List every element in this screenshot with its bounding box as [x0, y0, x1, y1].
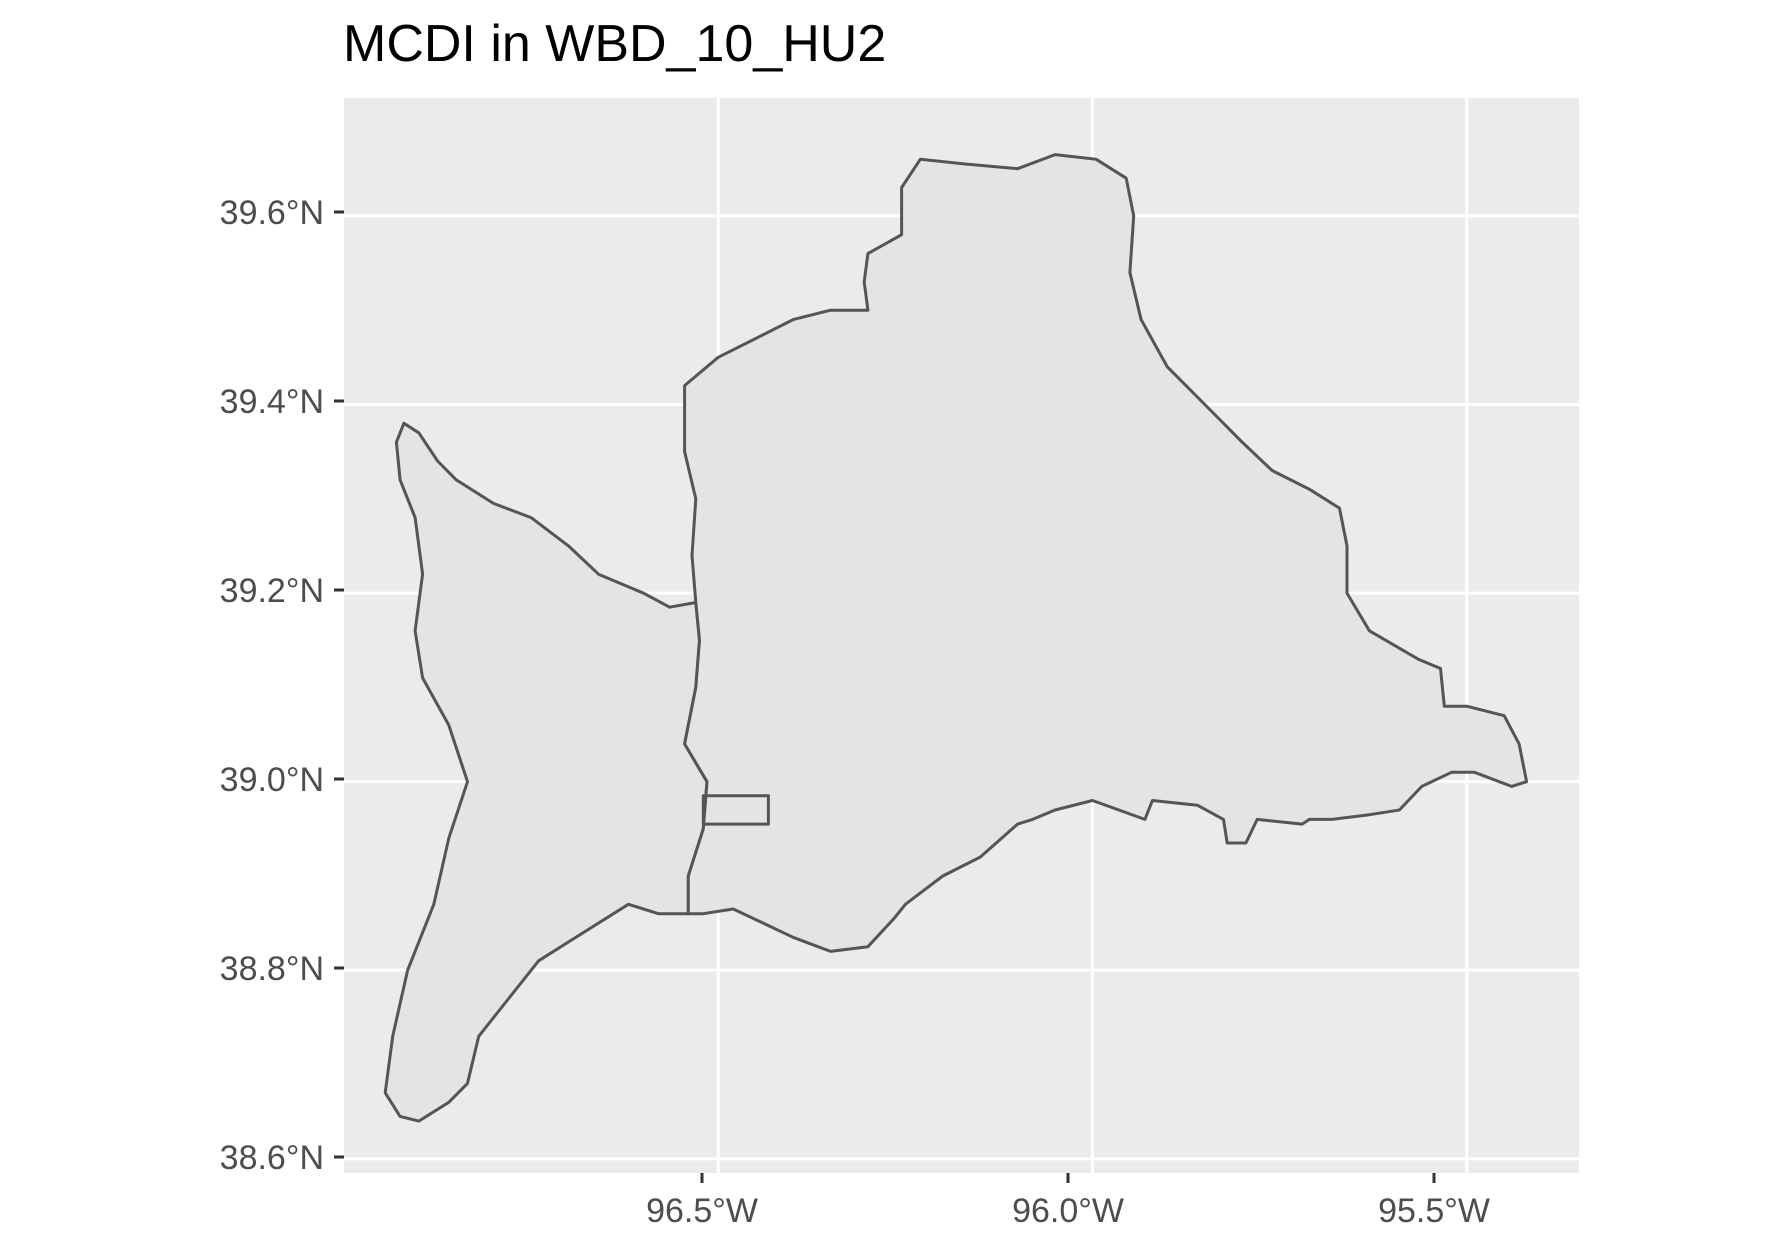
- watershed-west: [383, 421, 709, 1123]
- watershed-east: [683, 153, 1529, 953]
- plot-title: MCDI in WBD_10_HU2: [343, 15, 887, 73]
- map-features: [383, 153, 1529, 1123]
- y-axis: 39.6°N 39.4°N 39.2°N 39.0°N 38.8°N 38.6°…: [220, 194, 344, 1177]
- y-tick-label: 38.8°N: [220, 950, 324, 988]
- x-tick-label: 96.0°W: [1012, 1192, 1124, 1230]
- y-tick-label: 39.6°N: [220, 194, 324, 232]
- y-tick-label: 39.0°N: [220, 761, 324, 799]
- axes: 96.5°W 96.0°W 95.5°W 39.6°N 39.4°N 39.2°…: [220, 194, 1490, 1230]
- x-tick-label: 95.5°W: [1378, 1192, 1490, 1230]
- y-tick-label: 38.6°N: [220, 1139, 324, 1177]
- x-axis: 96.5°W 96.0°W 95.5°W: [646, 1173, 1490, 1230]
- study-area-box: [701, 794, 770, 826]
- x-tick-label: 96.5°W: [646, 1192, 758, 1230]
- y-tick-label: 39.4°N: [220, 383, 324, 421]
- y-tick-label: 39.2°N: [220, 572, 324, 610]
